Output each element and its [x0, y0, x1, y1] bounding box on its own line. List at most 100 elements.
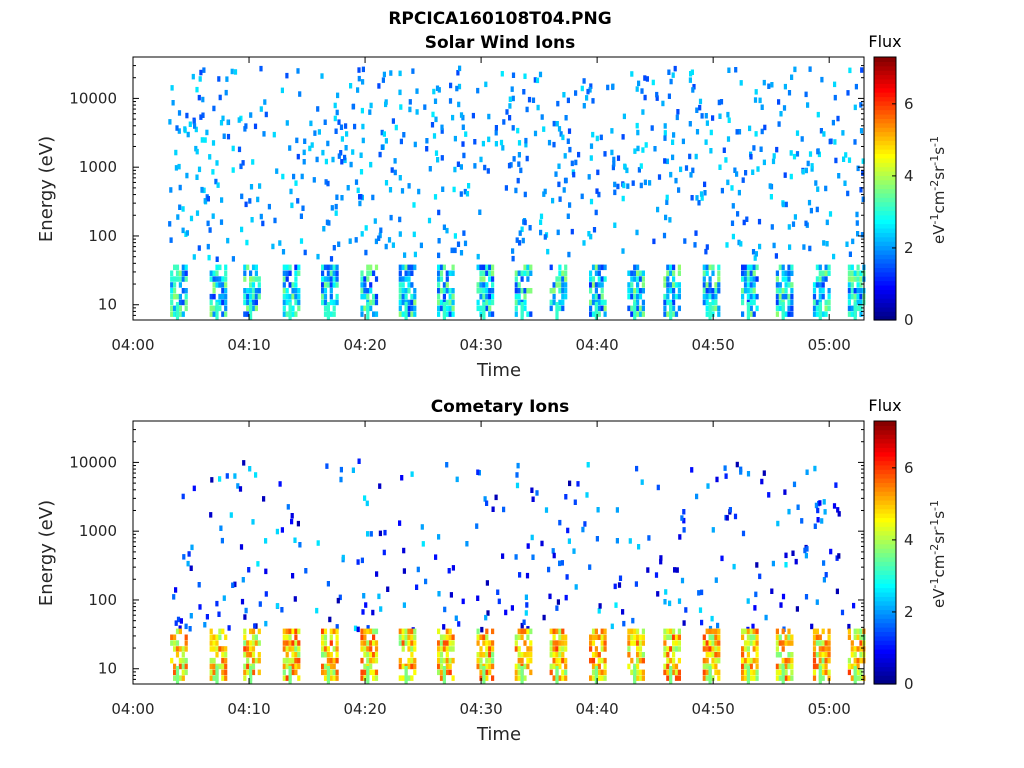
flux-cell: [784, 640, 788, 646]
flux-cell: [636, 634, 640, 640]
flux-cell: [212, 669, 216, 676]
flux-cell: [591, 640, 596, 646]
flux-cell: [778, 640, 782, 646]
flux-cell: [746, 282, 750, 288]
flux-cell: [589, 143, 594, 149]
flux-cell: [321, 288, 325, 294]
flux-cell: [564, 646, 568, 652]
flux-cell: [749, 634, 753, 640]
flux-cell: [853, 646, 857, 652]
flux-cell: [404, 270, 408, 276]
flux-cell: [285, 311, 289, 317]
flux-cell: [558, 663, 562, 670]
flux-cell: [441, 186, 445, 192]
flux-cell: [810, 163, 814, 169]
flux-cell: [714, 657, 718, 664]
flux-cell: [401, 646, 405, 652]
flux-cell: [178, 282, 182, 288]
colorbar-segment: [874, 96, 896, 102]
flux-cell: [591, 634, 596, 640]
flux-cell: [631, 617, 635, 624]
flux-cell: [413, 634, 417, 640]
flux-cell: [594, 209, 598, 216]
flux-cell: [755, 669, 759, 676]
flux-cell: [398, 628, 402, 635]
y-tick-label: 100: [88, 227, 117, 245]
flux-cell: [365, 500, 369, 507]
flux-cell: [364, 225, 368, 231]
flux-cell: [455, 85, 459, 92]
flux-cell: [677, 628, 681, 635]
flux-cell: [372, 628, 376, 635]
flux-cell: [271, 243, 275, 250]
flux-cell: [173, 634, 177, 640]
flux-cell: [290, 202, 294, 209]
flux-cell: [778, 305, 782, 312]
flux-cell: [244, 123, 248, 129]
flux-cell: [775, 640, 779, 646]
flux-cell: [511, 95, 515, 102]
flux-cell: [591, 628, 596, 635]
flux-cell: [580, 85, 584, 92]
flux-cell: [827, 657, 831, 664]
flux-cell: [401, 663, 405, 670]
flux-cell: [804, 552, 808, 559]
flux-cell: [321, 652, 325, 658]
flux-cell: [795, 151, 800, 157]
flux-cell: [479, 646, 483, 652]
flux-cell: [659, 555, 663, 561]
flux-cell: [591, 663, 596, 670]
flux-cell: [816, 517, 820, 523]
flux-cell: [358, 194, 362, 200]
flux-cell: [654, 572, 659, 578]
flux-cell: [247, 567, 251, 573]
flux-cell: [212, 311, 216, 317]
flux-cell: [735, 171, 739, 177]
flux-cell: [208, 154, 212, 160]
flux-cell: [610, 623, 614, 630]
flux-cell: [655, 95, 659, 101]
flux-cell: [815, 299, 819, 306]
flux-cell: [856, 288, 860, 294]
colorbar-segment: [874, 258, 896, 264]
flux-cell: [209, 628, 213, 635]
flux-cell: [476, 282, 480, 288]
flux-cell: [522, 619, 526, 625]
flux-cell: [755, 640, 759, 646]
flux-cell: [488, 311, 492, 317]
flux-cell: [549, 299, 553, 306]
colorbar-segment: [874, 561, 896, 567]
flux-cell: [294, 180, 298, 186]
flux-cell: [603, 276, 607, 282]
flux-cell: [705, 657, 709, 664]
flux-cell: [459, 112, 464, 118]
flux-cell: [714, 299, 718, 306]
flux-cell: [485, 500, 489, 506]
flux-cell: [597, 669, 601, 676]
flux-cell: [784, 288, 788, 294]
flux-cell: [282, 634, 286, 640]
flux-cell: [398, 657, 402, 664]
flux-cell: [673, 567, 677, 573]
flux-cell: [775, 669, 779, 676]
flux-cell: [249, 184, 254, 190]
flux-cell: [291, 311, 295, 317]
flux-cell: [822, 240, 826, 246]
flux-cell: [360, 282, 364, 288]
flux-cell: [722, 147, 726, 153]
flux-cell: [536, 104, 540, 111]
flux-cell: [552, 552, 556, 559]
flux-cell: [408, 99, 412, 105]
flux-cell: [254, 293, 258, 300]
flux-cell: [818, 302, 822, 320]
flux-cell: [816, 186, 820, 192]
flux-cell: [745, 216, 749, 222]
flux-cell: [401, 293, 405, 300]
x-tick-label: 04:30: [459, 700, 502, 718]
flux-cell: [363, 276, 367, 282]
flux-cell: [746, 628, 750, 635]
flux-cell: [341, 554, 345, 561]
flux-cell: [233, 69, 238, 75]
flux-cell: [599, 134, 603, 141]
flux-cell: [762, 79, 766, 86]
